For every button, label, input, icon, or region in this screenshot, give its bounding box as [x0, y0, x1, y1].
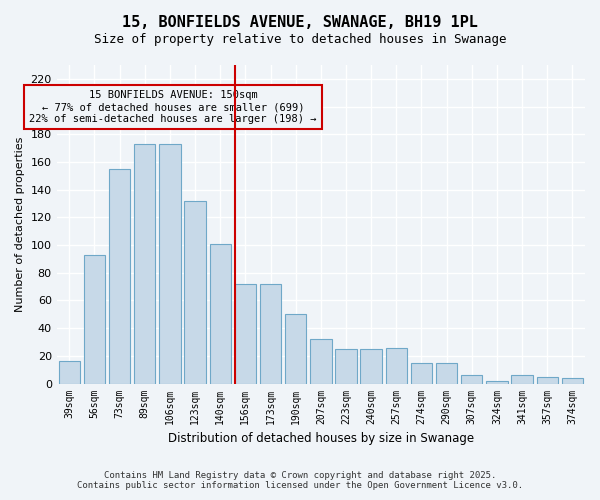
Text: Size of property relative to detached houses in Swanage: Size of property relative to detached ho… — [94, 32, 506, 46]
Bar — [310, 339, 332, 384]
Bar — [511, 375, 533, 384]
Bar — [536, 376, 558, 384]
Bar — [386, 348, 407, 384]
Bar — [134, 144, 155, 384]
Bar — [436, 363, 457, 384]
Bar — [260, 284, 281, 384]
Bar — [109, 169, 130, 384]
Bar — [285, 314, 307, 384]
Text: 15, BONFIELDS AVENUE, SWANAGE, BH19 1PL: 15, BONFIELDS AVENUE, SWANAGE, BH19 1PL — [122, 15, 478, 30]
Bar — [84, 254, 105, 384]
Bar — [184, 200, 206, 384]
Bar — [411, 363, 432, 384]
Bar — [486, 381, 508, 384]
Text: 15 BONFIELDS AVENUE: 150sqm
← 77% of detached houses are smaller (699)
22% of se: 15 BONFIELDS AVENUE: 150sqm ← 77% of det… — [29, 90, 317, 124]
Bar — [361, 349, 382, 384]
Y-axis label: Number of detached properties: Number of detached properties — [15, 136, 25, 312]
Bar — [209, 244, 231, 384]
Text: Contains HM Land Registry data © Crown copyright and database right 2025.
Contai: Contains HM Land Registry data © Crown c… — [77, 470, 523, 490]
Bar — [335, 349, 356, 384]
Bar — [59, 362, 80, 384]
Bar — [461, 375, 482, 384]
Bar — [235, 284, 256, 384]
Bar — [159, 144, 181, 384]
Bar — [562, 378, 583, 384]
X-axis label: Distribution of detached houses by size in Swanage: Distribution of detached houses by size … — [168, 432, 474, 445]
